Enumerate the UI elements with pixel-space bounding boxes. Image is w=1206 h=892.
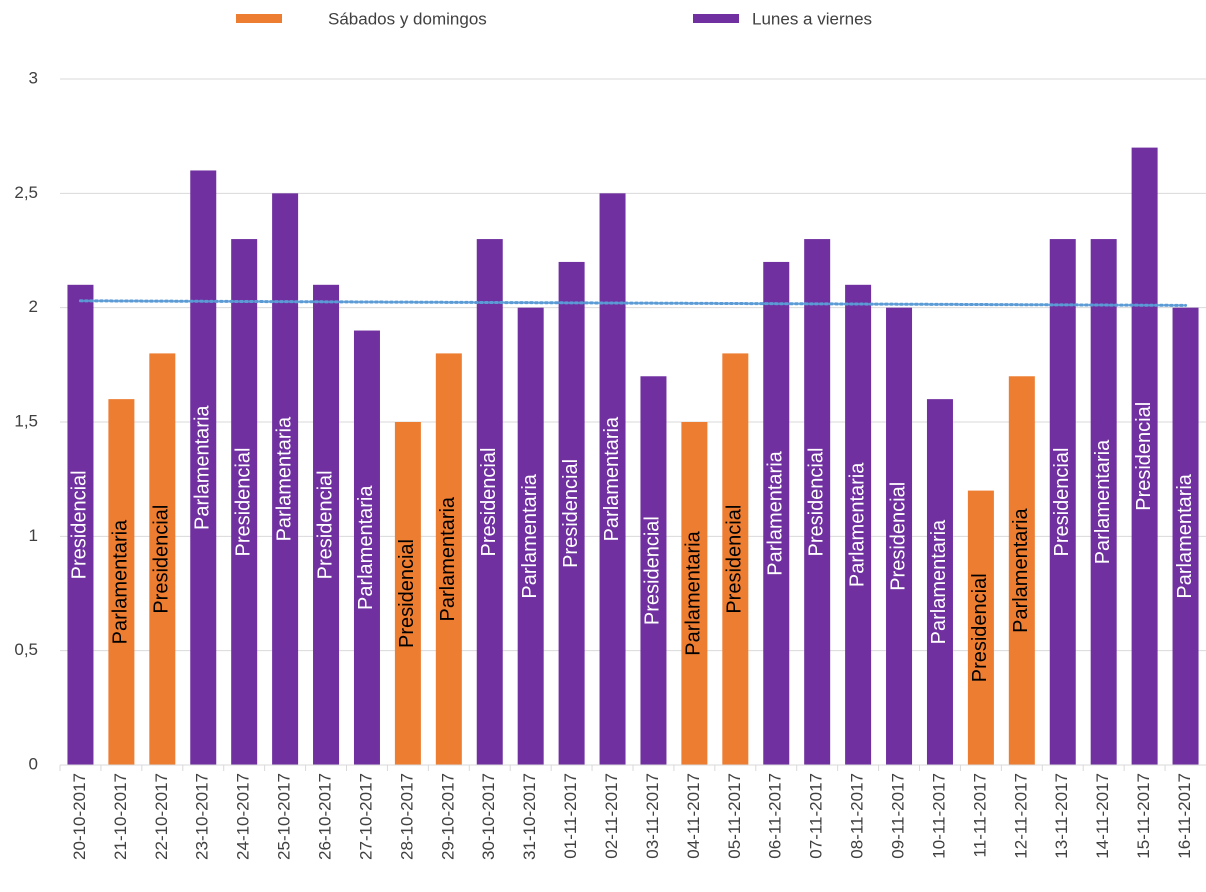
x-tick-label: 06-11-2017 <box>766 773 785 859</box>
bar-label: Presidencial <box>560 459 582 568</box>
bar-label: Parlamentaria <box>192 405 214 530</box>
bar-label: Presidencial <box>396 539 418 648</box>
bar <box>763 261 790 765</box>
bar <box>353 330 380 765</box>
bar <box>435 353 462 765</box>
bar <box>1131 147 1158 766</box>
x-tick-label: 11-11-2017 <box>970 773 989 857</box>
x-tick-label: 10-11-2017 <box>929 773 948 859</box>
x-tick-label: 29-10-2017 <box>438 773 457 860</box>
legend-label: Sábados y domingos <box>328 9 487 28</box>
x-tick-label: 05-11-2017 <box>725 773 744 859</box>
x-tick-label: 16-11-2017 <box>1175 773 1194 859</box>
legend-swatch <box>693 14 739 23</box>
bar <box>599 193 626 766</box>
y-tick-label: 2 <box>29 297 38 316</box>
y-tick-label: 0,5 <box>14 640 38 659</box>
bar-label: Presidencial <box>1133 402 1155 511</box>
x-tick-label: 26-10-2017 <box>316 773 335 860</box>
bar <box>640 376 667 765</box>
y-tick-label: 3 <box>29 68 38 87</box>
bar-label: Parlamentaria <box>110 519 132 644</box>
bar-label: Parlamentaria <box>765 450 787 575</box>
x-tick-label: 03-11-2017 <box>643 773 662 859</box>
x-tick-label: 08-11-2017 <box>848 773 867 859</box>
y-tick-label: 1,5 <box>14 411 38 430</box>
bar <box>517 307 544 765</box>
bar-label: Presidencial <box>724 505 746 614</box>
bar-label: Presidencial <box>314 470 336 579</box>
x-tick-label: 01-11-2017 <box>561 773 580 859</box>
x-tick-label: 28-10-2017 <box>397 773 416 860</box>
x-tick-label: 27-10-2017 <box>356 773 375 860</box>
bar <box>476 239 503 766</box>
bar-label: Parlamentaria <box>683 530 705 655</box>
x-tick-label: 07-11-2017 <box>807 773 826 859</box>
x-tick-label: 23-10-2017 <box>193 773 212 860</box>
bar <box>967 490 994 765</box>
bar-label: Presidencial <box>887 482 909 591</box>
y-tick-label: 2,5 <box>14 183 38 202</box>
bar <box>804 239 831 766</box>
trendline <box>78 299 1188 307</box>
x-tick-label: 02-11-2017 <box>602 773 621 859</box>
bar <box>886 307 913 765</box>
bar-label: Presidencial <box>642 516 664 625</box>
x-tick-label: 15-11-2017 <box>1134 773 1153 859</box>
bar <box>67 284 94 765</box>
x-tick-label: 13-11-2017 <box>1052 773 1071 859</box>
bar <box>394 422 421 765</box>
bar <box>231 239 258 766</box>
bar <box>1090 239 1117 766</box>
bar <box>1008 376 1035 765</box>
bar <box>681 422 708 765</box>
legend-swatch <box>236 14 282 23</box>
bar-label: Presidencial <box>478 448 500 557</box>
x-tick-label: 30-10-2017 <box>479 773 498 860</box>
bar-label: Presidencial <box>151 505 173 614</box>
bar-label: Presidencial <box>69 470 91 579</box>
bar-label: Parlamentaria <box>273 416 295 541</box>
bar <box>272 193 299 766</box>
bar <box>1172 307 1199 765</box>
bar-label: Parlamentaria <box>1092 439 1114 564</box>
bar <box>722 353 749 765</box>
bar <box>313 284 340 765</box>
bar <box>845 284 872 765</box>
x-tick-label: 25-10-2017 <box>275 773 294 860</box>
bar-label: Parlamentaria <box>601 416 623 541</box>
x-tick-label: 09-11-2017 <box>889 773 908 859</box>
bar <box>926 399 953 765</box>
bar-label: Parlamentaria <box>1010 508 1032 633</box>
bar <box>1049 239 1076 766</box>
bar-label: Presidencial <box>969 573 991 682</box>
bar <box>108 399 135 765</box>
x-tick-label: 22-10-2017 <box>152 773 171 860</box>
x-tick-label: 04-11-2017 <box>684 773 703 859</box>
x-tick-label: 14-11-2017 <box>1093 773 1112 859</box>
y-tick-label: 1 <box>29 526 38 545</box>
bar-label: Parlamentaria <box>1174 473 1196 598</box>
bar-label: Presidencial <box>805 448 827 557</box>
y-tick-label: 0 <box>29 754 38 773</box>
bar <box>190 170 217 765</box>
bar-label: Parlamentaria <box>519 473 541 598</box>
x-tick-label: 20-10-2017 <box>70 773 89 860</box>
bar-label: Parlamentaria <box>355 485 377 610</box>
bar <box>149 353 176 765</box>
legend-label: Lunes a viernes <box>752 9 872 28</box>
bar-label: Presidencial <box>1051 448 1073 557</box>
bar <box>558 261 585 765</box>
bar-label: Parlamentaria <box>928 519 950 644</box>
bar-label: Presidencial <box>232 448 254 557</box>
x-tick-label: 24-10-2017 <box>234 773 253 860</box>
bar-label: Parlamentaria <box>437 496 459 621</box>
x-tick-label: 31-10-2017 <box>520 773 539 860</box>
x-tick-label: 21-10-2017 <box>111 773 130 860</box>
x-tick-label: 12-11-2017 <box>1011 773 1030 859</box>
bar-label: Parlamentaria <box>846 462 868 587</box>
